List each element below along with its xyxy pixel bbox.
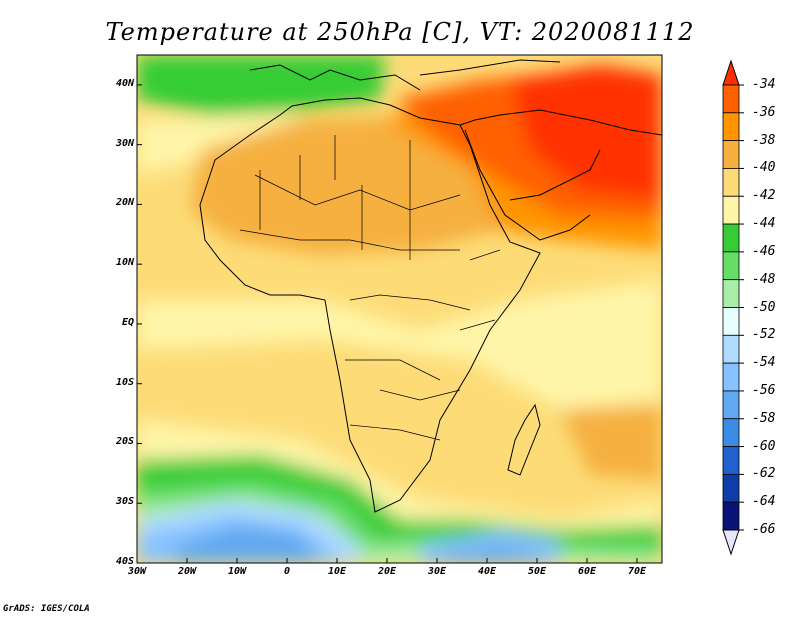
colorbar-label: -38 bbox=[752, 132, 776, 148]
lon-label: 0 bbox=[283, 566, 291, 577]
lon-label: 70E bbox=[627, 566, 647, 577]
colorbar-label: -40 bbox=[752, 160, 776, 176]
colorbar-swatch bbox=[722, 84, 740, 114]
colorbar-swatch bbox=[722, 473, 740, 503]
lat-label: 20N bbox=[115, 197, 134, 209]
temperature-field bbox=[137, 55, 662, 563]
colorbar-swatch bbox=[722, 112, 740, 142]
colorbar bbox=[722, 59, 744, 556]
colorbar-swatch bbox=[722, 279, 740, 308]
colorbar-swatch bbox=[722, 223, 740, 253]
colorbar-label: -64 bbox=[752, 494, 776, 510]
country-borders bbox=[239, 135, 501, 441]
lat-label: EQ bbox=[121, 316, 134, 328]
lon-label: 30W bbox=[127, 566, 147, 577]
colorbar-label: -34 bbox=[752, 77, 776, 92]
colorbar-label: -42 bbox=[752, 188, 776, 204]
footer-credit: GrADS: IGES/COLA bbox=[3, 604, 90, 614]
colorbar-swatch bbox=[722, 195, 740, 225]
colorbar-label: -58 bbox=[752, 410, 776, 426]
colorbar-swatch bbox=[722, 140, 740, 169]
colorbar-swatch bbox=[722, 418, 740, 447]
colorbar-label: -50 bbox=[752, 299, 776, 315]
coastlines bbox=[199, 59, 662, 513]
colorbar-label: -46 bbox=[752, 243, 776, 259]
colorbar-label: -36 bbox=[752, 104, 776, 120]
lon-label: 20W bbox=[177, 566, 197, 577]
colorbar-over-arrow bbox=[722, 59, 740, 86]
colorbar-swatch bbox=[722, 168, 740, 197]
lat-label: 30S bbox=[115, 496, 134, 508]
lat-label: 20S bbox=[115, 436, 134, 448]
lon-label: 20E bbox=[377, 566, 397, 577]
axis-ticks bbox=[136, 84, 638, 564]
lon-label: 60E bbox=[577, 566, 597, 577]
lat-label: 10S bbox=[115, 376, 134, 388]
map-frame bbox=[136, 54, 663, 564]
colorbar-label: -66 bbox=[752, 522, 776, 537]
lat-label: 40S bbox=[115, 556, 134, 567]
lat-label: 10N bbox=[115, 257, 134, 269]
colorbar-swatch bbox=[722, 362, 740, 392]
colorbar-label: -60 bbox=[752, 438, 776, 454]
lon-label: 10E bbox=[327, 566, 347, 577]
colorbar-swatch bbox=[722, 446, 740, 475]
colorbar-swatch bbox=[722, 307, 740, 336]
colorbar-label: -52 bbox=[752, 327, 776, 343]
lon-label: 30E bbox=[427, 566, 447, 577]
lat-label: 40N bbox=[115, 77, 134, 89]
map-title: Temperature at 250hPa [C], VT: 202008111… bbox=[105, 18, 695, 46]
colorbar-label: -48 bbox=[752, 271, 776, 287]
lon-label: 10W bbox=[227, 566, 247, 577]
colorbar-swatch bbox=[722, 501, 740, 531]
colorbar-label: -56 bbox=[752, 382, 776, 398]
colorbar-swatch bbox=[722, 334, 740, 364]
lon-label: 50E bbox=[527, 566, 547, 577]
colorbar-label: -54 bbox=[752, 355, 776, 371]
colorbar-swatch bbox=[722, 251, 740, 281]
colorbar-label: -62 bbox=[752, 466, 776, 482]
colorbar-label: -44 bbox=[752, 216, 776, 232]
colorbar-under-arrow bbox=[722, 529, 740, 556]
lat-label: 30N bbox=[115, 137, 134, 149]
colorbar-swatch bbox=[722, 390, 740, 420]
lon-label: 40E bbox=[477, 566, 497, 577]
